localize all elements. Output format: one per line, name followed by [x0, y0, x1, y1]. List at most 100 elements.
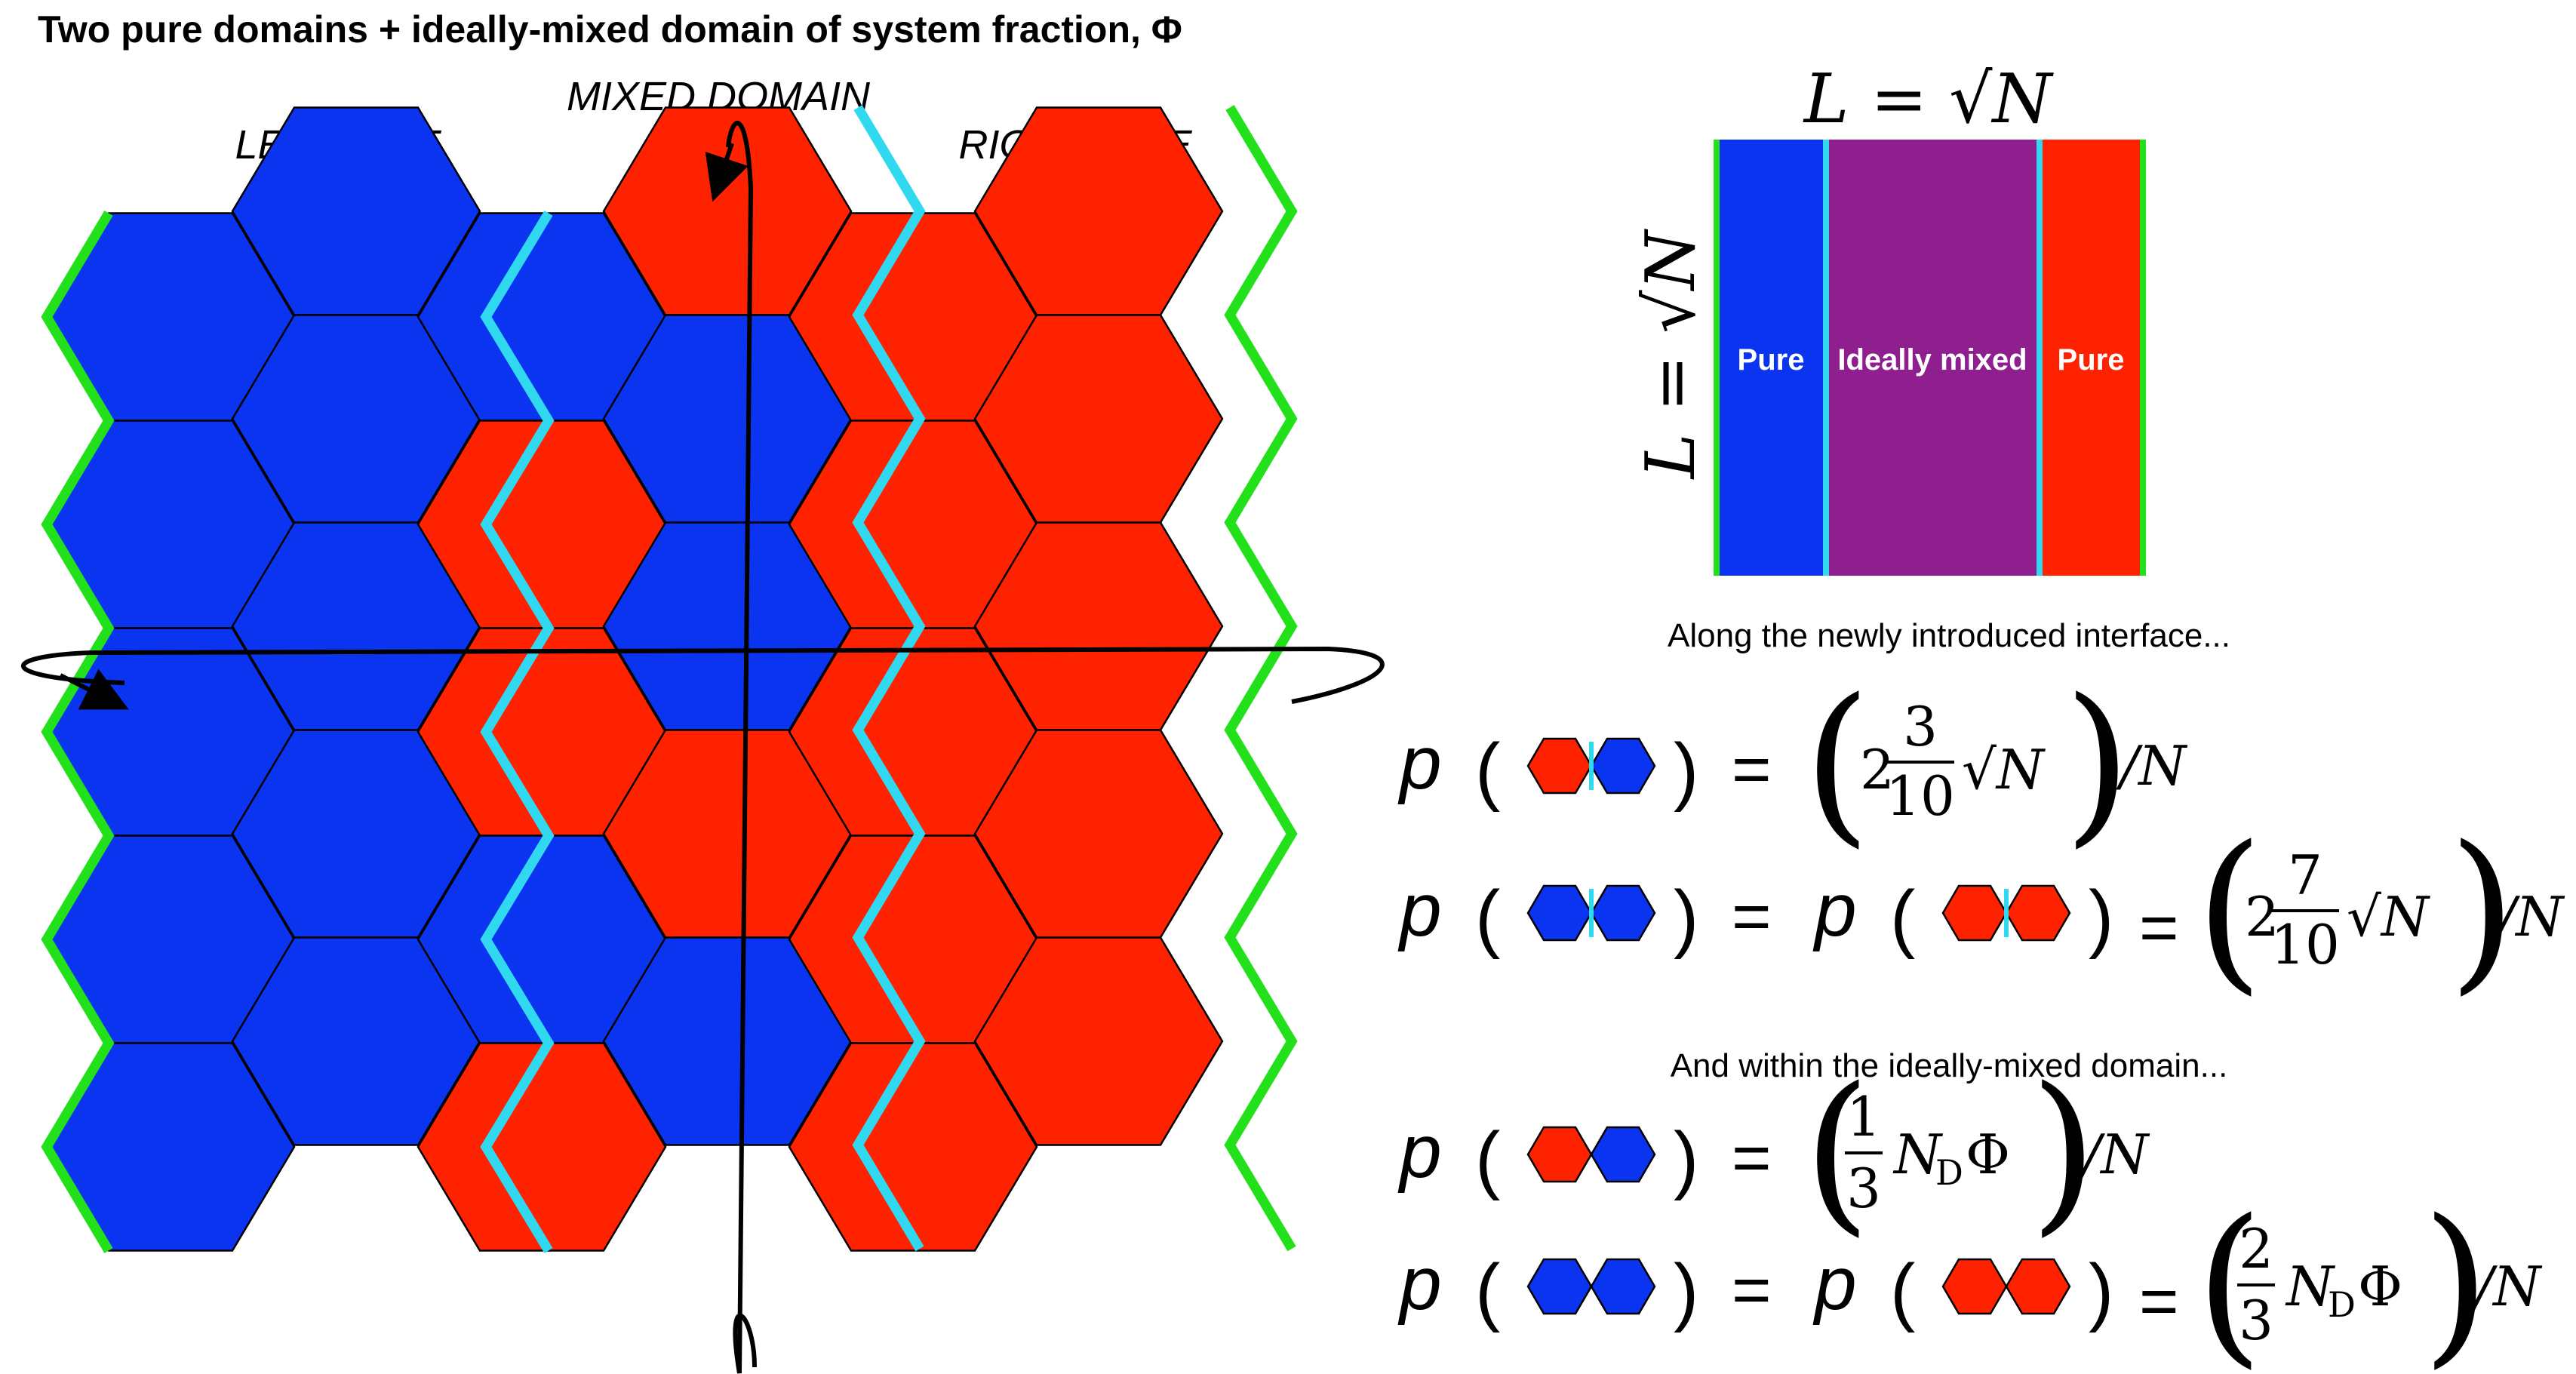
sqrt-n: √N: [2347, 885, 2431, 948]
big-open-paren: (: [1803, 662, 1871, 864]
ideally-mixed-region: [1826, 140, 2040, 576]
equation-domain-mixed: p ( ) = ( 1 3 N D Φ ) /N: [1397, 1051, 2150, 1253]
prob-symbol-2: p: [1812, 868, 1857, 952]
pair-hex-blue: [1590, 884, 1656, 942]
open-paren: (: [1475, 875, 1500, 960]
big-close-paren: ): [2064, 662, 2132, 864]
pure-left-region: [1717, 140, 1826, 576]
hex-lattice: [45, 106, 1224, 1252]
hex-cell-red: [417, 1042, 667, 1252]
pair-hex-red: [2005, 884, 2071, 942]
pair-hex-blue: [1590, 1258, 1656, 1315]
pair-hex-blue: [1526, 1258, 1593, 1315]
hex-cell-red: [973, 936, 1224, 1146]
vertical-periodic-loop: [726, 121, 757, 1374]
schematic-label-pure-left: Pure: [1738, 343, 1805, 377]
boundary-lines: [41, 105, 1298, 1253]
fraction-numerator: 7: [2288, 844, 2322, 907]
mixed-number-whole: 2: [1860, 738, 1895, 801]
prob-symbol-2: p: [1812, 1241, 1857, 1326]
prob-symbol: p: [1397, 1241, 1442, 1326]
schematic-length-top: L = √N: [1803, 60, 2055, 139]
pair-red-red-interface: [1941, 884, 2071, 942]
close-paren-2: ): [2089, 1249, 2113, 1333]
pair-blue-blue-domain: [1526, 1258, 1656, 1315]
schematic-label-mixed: Ideally mixed: [1837, 343, 2027, 377]
schematic-label-pure-right: Pure: [2058, 343, 2125, 377]
prob-symbol: p: [1397, 868, 1442, 952]
phi: Φ: [1966, 1123, 2010, 1186]
prob-symbol: p: [1397, 721, 1442, 805]
equals-sign: =: [1732, 879, 1772, 954]
left-edge-green: [41, 211, 115, 1253]
divide-n: /N: [2493, 885, 2565, 948]
pair-hex-blue: [1526, 884, 1593, 942]
open-paren-2: (: [1890, 875, 1915, 960]
fraction-denominator: 10: [1886, 764, 1955, 828]
prob-symbol: p: [1397, 1109, 1442, 1194]
pair-hex-blue: [1590, 737, 1656, 795]
left-interface-cyan: [480, 211, 555, 1253]
open-paren-2: (: [1890, 1249, 1915, 1333]
vertical-periodic-arrow: [705, 143, 749, 202]
fraction-numerator: 3: [1903, 695, 1938, 758]
equation-interface-same: p ( ) = p ( ) = ( 2 7 10 √N ) /N: [1397, 810, 2565, 1011]
pair-hex-red: [1941, 1258, 2008, 1315]
horizontal-periodic-arrow: [59, 669, 129, 710]
fraction-denominator: 3: [1846, 1157, 1881, 1220]
equation-domain-same: p ( ) = p ( ) = ( 2 3 N D Φ ) /N: [1397, 1183, 2543, 1374]
open-paren: (: [1475, 1117, 1500, 1201]
n-d: N: [2285, 1255, 2336, 1318]
equals-sign: =: [1732, 1120, 1772, 1196]
pair-red-red-domain: [1941, 1258, 2071, 1315]
equation-interface-mixed: p ( ) = ( 2 3 10 √N ) /N: [1397, 662, 2188, 864]
hex-cell-red: [788, 1042, 1038, 1252]
close-paren: ): [1674, 875, 1698, 960]
big-open-paren: (: [2196, 1183, 2264, 1374]
right-edge-green: [1224, 105, 1298, 1252]
caption-within: And within the ideally-mixed domain...: [1671, 1047, 2228, 1084]
schematic-length-left: L = √N: [1631, 229, 1711, 481]
equals-sign: =: [1732, 732, 1772, 807]
divide-n: /N: [2116, 734, 2188, 798]
pair-red-blue-domain: [1526, 1126, 1656, 1183]
close-paren: ): [1674, 728, 1698, 813]
mixed-number-whole: 2: [2245, 885, 2279, 948]
fraction-numerator: 1: [1846, 1085, 1881, 1148]
equals-sign-2: =: [2139, 890, 2179, 966]
big-open-paren: (: [2196, 810, 2264, 1011]
pair-hex-red: [2005, 1258, 2071, 1315]
big-close-paren: ): [2030, 1051, 2098, 1253]
pair-blue-blue-interface: [1526, 884, 1656, 942]
big-close-paren: ): [2422, 1183, 2490, 1374]
pair-red-blue-interface: [1526, 737, 1656, 795]
pair-hex-red: [1941, 884, 2008, 942]
figure-title: Two pure domains + ideally-mixed domain …: [38, 8, 1182, 51]
sqrt-n: √N: [1962, 738, 2046, 801]
close-paren: ): [1674, 1249, 1698, 1333]
n-d-subscript: D: [2328, 1284, 2356, 1325]
divide-n: /N: [2078, 1123, 2150, 1186]
equals-sign-2: =: [2139, 1264, 2179, 1339]
equals-sign: =: [1732, 1253, 1772, 1328]
phi: Φ: [2358, 1255, 2402, 1318]
fraction-numerator: 2: [2239, 1217, 2273, 1280]
close-paren-2: ): [2089, 875, 2113, 960]
n-d: N: [1892, 1123, 1944, 1186]
fraction-denominator: 10: [2270, 913, 2340, 976]
pair-hex-blue: [1590, 1126, 1656, 1183]
open-paren: (: [1475, 1249, 1500, 1333]
open-paren: (: [1475, 728, 1500, 813]
caption-interface: Along the newly introduced interface...: [1668, 617, 2230, 654]
fraction-denominator: 3: [2239, 1289, 2273, 1352]
pair-hex-red: [1526, 737, 1593, 795]
close-paren: ): [1674, 1117, 1698, 1201]
big-close-paren: ): [2448, 810, 2516, 1011]
domain-schematic: Pure Ideally mixed Pure L = √N L = √N: [1631, 60, 2146, 576]
pair-hex-red: [1526, 1126, 1593, 1183]
pure-right-region: [2040, 140, 2143, 576]
divide-n: /N: [2470, 1255, 2543, 1318]
right-interface-cyan: [852, 105, 926, 1252]
n-d-subscript: D: [1935, 1152, 1963, 1193]
